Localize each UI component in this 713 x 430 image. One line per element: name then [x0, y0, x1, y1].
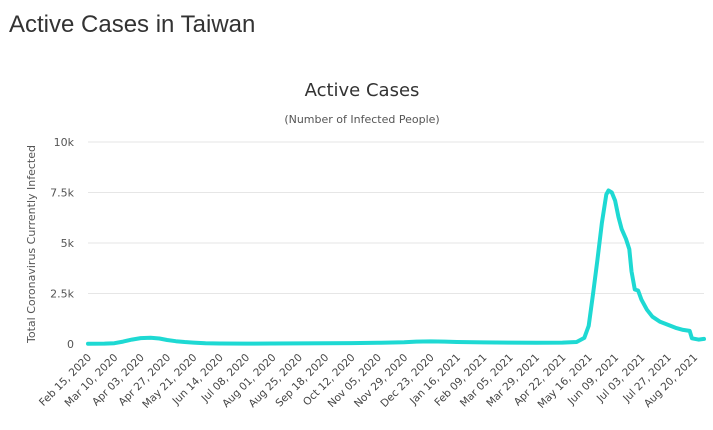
y-tick-label: 2.5k [50, 288, 74, 301]
series-line[interactable] [86, 188, 706, 346]
grid [88, 141, 704, 294]
y-axis-label: Total Coronavirus Currently Infected [25, 145, 38, 344]
y-tick-label: 0 [67, 338, 74, 351]
y-tick-label: 5k [61, 237, 75, 250]
chart-subtitle: (Number of Infected People) [284, 113, 439, 126]
y-axis-ticks: 0 2.5k 5k 7.5k 10k [50, 136, 74, 351]
chart-title: Active Cases [305, 80, 420, 101]
y-tick-label: 7.5k [50, 187, 74, 200]
y-tick-label: 10k [54, 136, 75, 149]
page-heading: Active Cases in Taiwan [9, 11, 256, 38]
